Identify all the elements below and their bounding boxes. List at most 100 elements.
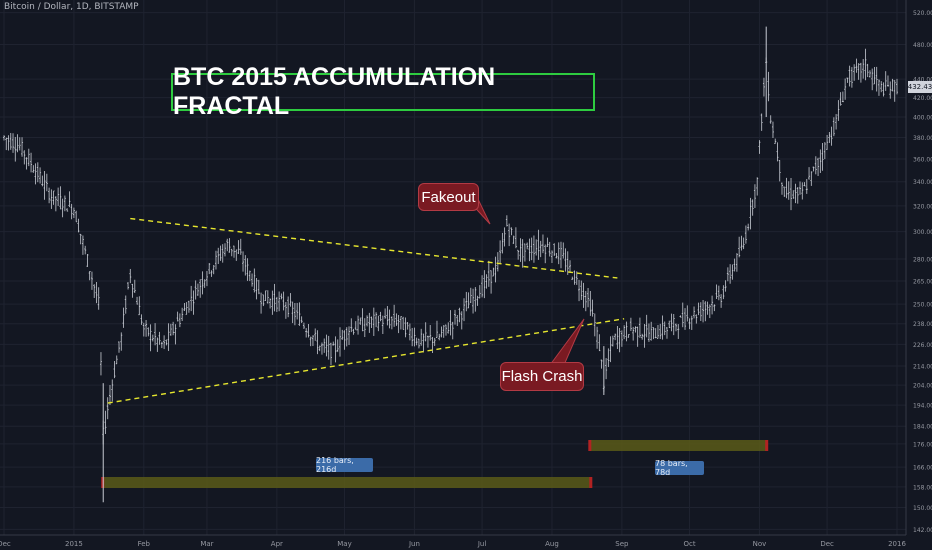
x-tick-label: 2015 [65,540,83,548]
range-badge-first: 216 bars, 216d [316,456,373,474]
candle [812,166,815,172]
candle [151,334,154,342]
candle [740,235,743,251]
candle [192,290,195,315]
candle [530,237,533,261]
candle [300,316,303,324]
candle [670,313,673,332]
flash-crash-pointer [549,318,585,366]
candle [377,315,380,332]
candle [66,208,69,212]
range-bar [103,477,591,488]
candle [104,410,107,434]
candle [645,314,648,338]
y-tick-label: 150.00 [913,505,932,512]
candle [569,260,572,273]
y-tick-label: 400.00 [913,115,932,122]
range-bar-end [589,477,593,488]
candle [875,66,878,92]
candle [289,293,292,307]
candle [733,258,736,272]
candle [99,352,102,376]
candle [855,58,858,73]
candle [780,182,783,195]
candle [129,268,132,284]
candle [559,241,562,269]
candle [388,309,391,329]
candle [156,337,159,352]
candle [41,175,44,187]
candle [264,290,267,301]
candle [262,294,265,307]
candle [90,271,93,290]
candle [821,143,824,171]
candle [323,338,326,353]
candle [217,247,220,265]
x-tick-label: Mar [200,540,213,548]
candle [75,210,78,223]
candle [868,70,871,78]
candle [7,135,10,151]
candle [381,315,384,335]
candle [106,397,109,420]
candle [3,135,5,141]
candle [63,195,66,212]
candle [386,306,389,326]
candle [84,245,87,255]
candle [690,315,693,330]
candle [566,251,569,275]
candle [877,79,880,96]
y-tick-label: 142.00 [913,527,932,534]
candle [729,264,732,284]
candle [713,304,716,312]
candle [544,244,547,264]
candle [366,315,369,327]
candle [629,317,632,332]
trendline-upper [130,217,618,279]
candle [136,296,139,305]
candle [548,241,551,257]
candle [278,291,281,312]
candle [803,182,806,187]
candle [463,298,466,322]
range-badge-second: 78 bars, 78d [655,459,704,477]
candle [720,294,723,308]
candle [255,277,258,300]
candle [368,312,371,333]
x-tick-label: Feb [138,540,151,548]
candle [45,173,48,192]
candle [284,302,287,319]
candle [233,245,236,258]
candle [402,316,405,330]
candle [841,91,844,103]
candle [154,323,157,346]
candle [316,330,319,355]
candle [839,92,842,106]
candle [886,75,889,87]
candle [677,324,680,339]
candle [474,287,477,312]
candle [458,307,461,323]
candle [598,334,601,352]
candle [429,325,432,341]
candle [118,341,121,353]
y-tick-label: 360.00 [913,156,932,163]
candle [571,276,574,280]
candle [472,288,475,314]
candle [620,330,623,347]
candle [896,78,898,95]
candle [266,290,269,304]
candle [532,235,535,263]
candle [57,187,60,206]
candle [469,287,472,303]
fakeout-callout: Fakeout [418,183,479,211]
y-tick-label: 184.00 [913,424,932,431]
candle [361,308,364,332]
candle [97,287,100,310]
candle [190,285,193,312]
flash-crash-callout: Flash Crash [500,362,584,391]
range-bar-end [765,440,769,451]
candle [726,267,729,282]
candle [609,336,612,363]
